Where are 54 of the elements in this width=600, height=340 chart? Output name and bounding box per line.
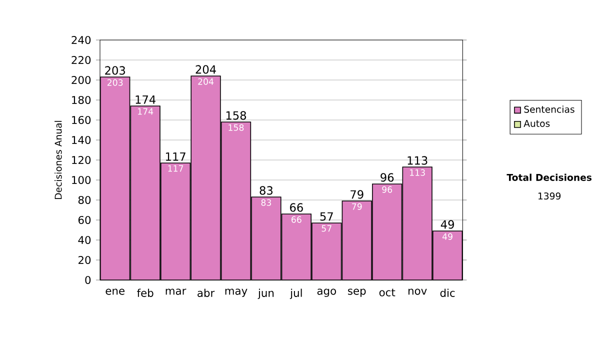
- total-label: 49: [440, 220, 454, 229]
- y-tick-label: 160: [72, 116, 91, 124]
- text: 1399: [538, 192, 561, 200]
- x-tick-label: feb: [137, 288, 154, 297]
- total-label: 79: [350, 190, 364, 199]
- y-tick-label: 120: [72, 156, 91, 164]
- data-label: 83: [261, 199, 272, 206]
- y-tick-label: 240: [72, 36, 91, 44]
- x-tick-label: ago: [317, 288, 336, 297]
- data-label: 49: [442, 233, 452, 240]
- data-label: 66: [292, 216, 302, 223]
- text: Total Decisiones: [506, 174, 592, 181]
- y-tick-label: 140: [72, 136, 91, 144]
- data-label: 117: [168, 165, 184, 172]
- y-tick-label: 80: [78, 196, 91, 204]
- y-tick-label: 40: [78, 236, 91, 244]
- total-label: 113: [408, 156, 428, 165]
- total-label: 117: [166, 152, 186, 161]
- x-tick-label: dic: [440, 288, 455, 297]
- y-tick-label: 20: [78, 256, 91, 264]
- x-tick-label: abr: [198, 288, 215, 297]
- data-label: 96: [382, 186, 392, 193]
- y-tick-label: 0: [85, 276, 91, 284]
- data-label: 113: [410, 169, 425, 176]
- data-label: 57: [322, 225, 332, 232]
- y-tick-label: 180: [72, 96, 91, 104]
- total-label: 83: [260, 186, 273, 195]
- x-tick-label: oct: [379, 288, 396, 296]
- x-tick-label: sep: [348, 288, 366, 297]
- data-label: 158: [228, 124, 244, 131]
- x-tick-label: may: [225, 288, 248, 297]
- y-axis-title: Decisiones Anual: [54, 120, 62, 199]
- total-label: 66: [290, 203, 303, 212]
- x-tick-label: jun: [258, 288, 274, 300]
- x-tick-label: nov: [408, 288, 427, 295]
- data-label: 204: [198, 78, 214, 85]
- total-label: 203: [105, 66, 126, 75]
- total-label: 96: [380, 173, 394, 182]
- data-label: 174: [138, 108, 154, 115]
- total-label: 204: [196, 65, 216, 74]
- total-label: 57: [320, 212, 333, 221]
- legend-label: Autos: [524, 120, 550, 127]
- y-tick-label: 220: [72, 56, 91, 64]
- total-label: 158: [226, 111, 246, 120]
- total-label: 174: [136, 95, 156, 104]
- data-label: 203: [107, 79, 123, 86]
- legend-label: Sentencias: [524, 106, 574, 113]
- y-tick-label: 60: [78, 216, 91, 224]
- data-label: 79: [352, 203, 362, 210]
- x-tick-label: jul: [290, 288, 302, 300]
- y-tick-label: 200: [72, 76, 91, 84]
- x-tick-label: ene: [106, 288, 124, 295]
- y-tick-label: 100: [72, 176, 91, 184]
- x-tick-label: mar: [166, 288, 186, 295]
